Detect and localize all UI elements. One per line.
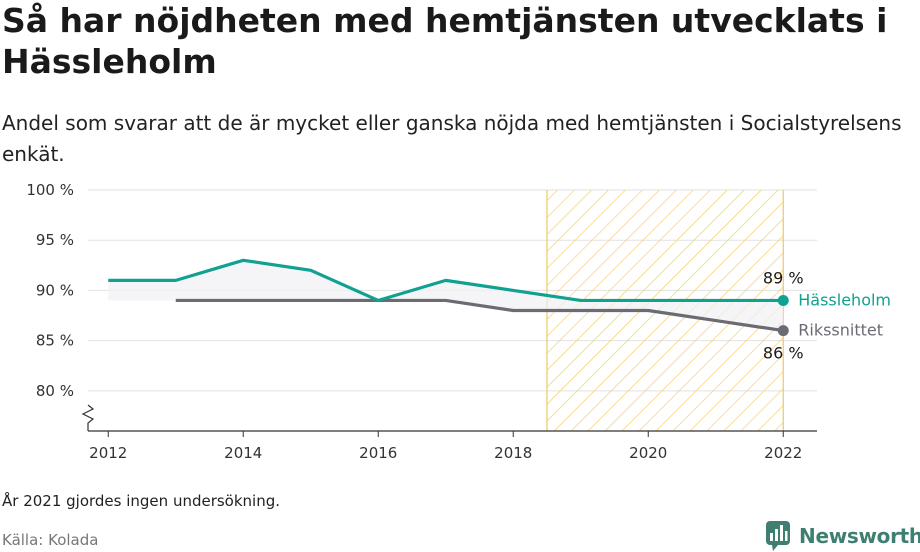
series-labels: Hässleholm 89 % Rikssnittet 86 % [763,268,891,362]
y-tick-label: 85 % [36,332,74,350]
source-text: Källa: Kolada [2,531,99,549]
difference-band [108,260,784,331]
footnote: År 2021 gjordes ingen undersökning. [2,492,281,510]
series-end-dot [777,325,789,337]
y-tick-label: 90 % [36,281,74,299]
brand-name: Newsworthy [799,524,920,548]
chart-subtitle: Andel som svarar att de är mycket eller … [2,111,902,166]
series-name-label: Hässleholm [798,290,891,309]
x-tick-label: 2020 [629,444,667,462]
series-value-label: 86 % [763,344,804,363]
line-chart: 80 %85 %90 %95 %100 % 2012 2014 2016 2018 20… [26,181,891,462]
x-tick-label: 2014 [224,444,262,462]
x-tick-label: 2016 [359,444,397,462]
newsworthy-logo-icon [766,521,790,551]
x-axis: 2012 2014 2016 2018 2020 2022 [81,404,817,462]
difference-area [108,260,784,331]
axis-break-mark [81,404,95,431]
hassleholm-line [108,258,784,303]
y-tick-label: 95 % [36,231,74,249]
chart-title: Så har nöjdheten med hemtjänsten utveckl… [2,1,888,81]
brand-logo: Newsworthy [765,520,920,552]
y-axis-ticks: 80 % 85 % 90 % 95 % 100 % [26,181,74,400]
series-name-label: Rikssnittet [798,321,883,340]
series-lines [108,258,784,333]
x-tick-label: 2022 [764,444,802,462]
x-tick-label: 2012 [89,444,127,462]
y-tick-label: 100 % [26,181,74,199]
riket-line [175,298,784,333]
x-tick-label: 2018 [494,444,532,462]
series-end-dot [777,294,789,306]
series-value-label: 89 % [763,268,804,287]
y-tick-label: 80 % [36,382,74,400]
